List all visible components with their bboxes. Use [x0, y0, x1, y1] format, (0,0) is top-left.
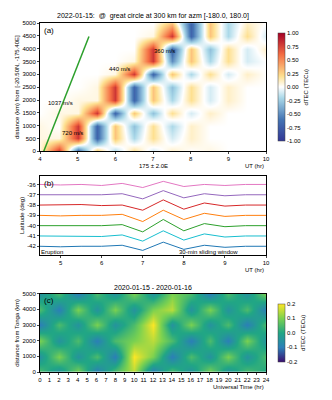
svg-text:0.00: 0.00 [287, 84, 299, 90]
svg-text:15: 15 [178, 377, 185, 383]
svg-text:5: 5 [85, 377, 89, 383]
svg-text:440 m/s: 440 m/s [109, 66, 130, 72]
svg-text:5000: 5000 [22, 20, 36, 26]
svg-text:0.0: 0.0 [287, 330, 296, 336]
svg-text:-40: -40 [27, 223, 36, 229]
svg-text:-1.00: -1.00 [287, 138, 301, 144]
svg-text:12: 12 [150, 377, 157, 383]
svg-text:2: 2 [57, 377, 61, 383]
svg-text:500: 500 [26, 136, 37, 142]
svg-text:30-min sliding window: 30-min sliding window [179, 249, 238, 255]
svg-text:1000: 1000 [22, 353, 36, 359]
svg-text:18: 18 [206, 377, 213, 383]
svg-text:9: 9 [123, 377, 127, 383]
svg-text:0: 0 [32, 148, 36, 154]
svg-text:24: 24 [263, 377, 270, 383]
svg-text:175 ± 2.0E: 175 ± 2.0E [139, 163, 168, 169]
svg-text:-0.1: -0.1 [287, 344, 298, 350]
svg-text:17: 17 [197, 377, 204, 383]
svg-text:-0.75: -0.75 [287, 125, 301, 131]
svg-text:16: 16 [187, 377, 194, 383]
svg-text:(a): (a) [44, 26, 54, 35]
svg-text:7: 7 [141, 260, 145, 266]
svg-text:14: 14 [168, 377, 175, 383]
svg-text:1037 m/s: 1037 m/s [48, 100, 73, 106]
svg-text:6: 6 [95, 377, 99, 383]
svg-text:9: 9 [227, 156, 231, 162]
svg-text:2020-01-15 - 2020-01-16: 2020-01-15 - 2020-01-16 [114, 284, 192, 291]
svg-text:8: 8 [182, 260, 186, 266]
svg-text:UT (hr): UT (hr) [245, 163, 264, 169]
svg-text:0: 0 [32, 369, 36, 375]
svg-text:-0.25: -0.25 [287, 98, 301, 104]
svg-text:13: 13 [159, 377, 166, 383]
svg-text:Universal Time (hr): Universal Time (hr) [213, 384, 264, 390]
svg-text:0.75: 0.75 [287, 44, 299, 50]
svg-text:9: 9 [223, 260, 227, 266]
svg-text:5: 5 [59, 260, 63, 266]
svg-text:7: 7 [104, 377, 108, 383]
svg-text:360 m/s: 360 m/s [154, 48, 175, 54]
svg-text:4500: 4500 [22, 33, 36, 39]
svg-text:8: 8 [189, 156, 193, 162]
svg-text:UT (hr): UT (hr) [245, 267, 264, 273]
svg-text:3000: 3000 [22, 322, 36, 328]
svg-text:4000: 4000 [22, 46, 36, 52]
svg-text:0: 0 [38, 377, 42, 383]
svg-text:22: 22 [244, 377, 251, 383]
svg-text:Eruption: Eruption [41, 249, 63, 255]
svg-text:23: 23 [253, 377, 260, 383]
svg-text:6: 6 [114, 156, 118, 162]
svg-text:11: 11 [140, 377, 147, 383]
svg-text:8: 8 [114, 377, 118, 383]
svg-text:6: 6 [100, 260, 104, 266]
svg-text:-42: -42 [27, 243, 36, 249]
svg-text:1: 1 [48, 377, 52, 383]
svg-text:Latitude (deg): Latitude (deg) [19, 197, 25, 234]
svg-text:dTEC (TECu): dTEC (TECu) [303, 69, 309, 105]
svg-text:dTEC (TECu): dTEC (TECu) [300, 315, 306, 351]
svg-text:-36: -36 [27, 182, 36, 188]
svg-text:(c): (c) [44, 296, 54, 305]
svg-text:5000: 5000 [22, 291, 36, 297]
svg-text:distance from Tonga (km): distance from Tonga (km) [14, 299, 20, 367]
svg-text:-37: -37 [27, 192, 36, 198]
svg-text:4000: 4000 [22, 306, 36, 312]
svg-text:1.00: 1.00 [287, 30, 299, 36]
svg-text:-0.50: -0.50 [287, 111, 301, 117]
svg-text:21: 21 [234, 377, 241, 383]
svg-text:0.50: 0.50 [287, 57, 299, 63]
svg-text:720 m/s: 720 m/s [62, 130, 83, 136]
svg-text:-38: -38 [27, 202, 36, 208]
svg-text:(b): (b) [44, 179, 54, 188]
svg-text:-39: -39 [27, 212, 36, 218]
svg-text:1500: 1500 [22, 110, 36, 116]
svg-text:3000: 3000 [22, 71, 36, 77]
svg-text:1000: 1000 [22, 123, 36, 129]
svg-text:7: 7 [151, 156, 155, 162]
svg-text:2000: 2000 [22, 338, 36, 344]
svg-text:19: 19 [216, 377, 223, 383]
svg-text:3500: 3500 [22, 59, 36, 65]
svg-text:-41: -41 [27, 233, 36, 239]
svg-text:5: 5 [76, 156, 80, 162]
svg-text:-0.2: -0.2 [287, 359, 298, 365]
svg-text:4: 4 [38, 156, 42, 162]
svg-text:0.25: 0.25 [287, 71, 299, 77]
svg-text:2500: 2500 [22, 84, 36, 90]
svg-text:2000: 2000 [22, 97, 36, 103]
svg-text:10: 10 [131, 377, 138, 383]
svg-text:10: 10 [263, 260, 270, 266]
svg-text:10: 10 [263, 156, 270, 162]
svg-text:0.1: 0.1 [287, 315, 296, 321]
svg-text:4: 4 [76, 377, 80, 383]
svg-text:0.2: 0.2 [287, 301, 296, 307]
svg-text:3: 3 [67, 377, 71, 383]
svg-text:distance (km) from [-20.50N, -: distance (km) from [-20.50N, -175.40E] [14, 35, 20, 139]
svg-text:2022-01-15: @ great circle a: 2022-01-15: @ great circle at 300 km for… [57, 12, 249, 20]
svg-text:20: 20 [225, 377, 232, 383]
